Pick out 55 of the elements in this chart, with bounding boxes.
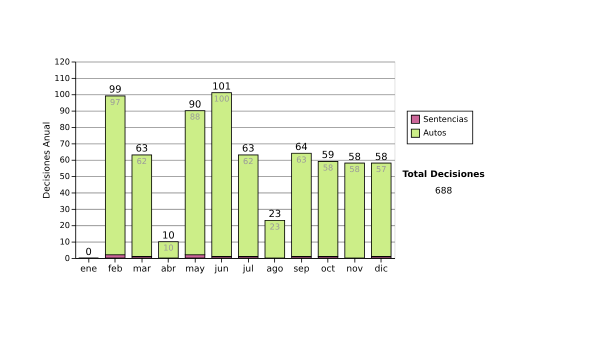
bar xyxy=(184,110,206,256)
total-label: 101 xyxy=(212,81,231,92)
total-label: 58 xyxy=(374,152,388,163)
total-label: 63 xyxy=(136,144,148,155)
y-tick-label: 90 xyxy=(60,106,70,116)
y-tick-label: 50 xyxy=(60,171,70,182)
x-tick-label: dic xyxy=(374,264,388,275)
y-tick-label: 20 xyxy=(60,220,70,230)
x-tick-label: oct xyxy=(321,264,336,275)
y-tick-label: 100 xyxy=(54,89,70,100)
x-tick-label: may xyxy=(185,264,206,275)
x-tick-label: ago xyxy=(266,264,284,275)
total-label: 10 xyxy=(162,230,175,242)
total-label: 64 xyxy=(295,142,308,153)
data-label: 62 xyxy=(243,156,254,166)
data-label: 58 xyxy=(322,162,334,172)
y-tick-label: 60 xyxy=(60,154,70,165)
total-label: 63 xyxy=(242,144,254,155)
y-tick-label: 40 xyxy=(60,187,70,198)
data-label: 63 xyxy=(296,154,307,164)
total-label: 23 xyxy=(268,209,282,220)
data-label: 88 xyxy=(190,112,200,122)
x-tick-label: jun xyxy=(214,264,229,275)
data-label: 58 xyxy=(349,164,360,174)
x-tick-label: jul xyxy=(242,264,254,275)
total-label: 59 xyxy=(322,150,334,162)
data-label: 57 xyxy=(376,164,386,174)
x-tick-label: abr xyxy=(160,264,176,275)
y-tick-label: 10 xyxy=(60,236,70,247)
x-tick-label: ene xyxy=(80,264,98,275)
text: 688 xyxy=(435,186,453,196)
bar xyxy=(104,96,126,256)
x-tick-label: mar xyxy=(132,264,152,275)
legend-label: Sentencias xyxy=(423,114,468,124)
total-label: 99 xyxy=(108,84,122,96)
data-label: 23 xyxy=(270,221,280,232)
y-tick-label: 110 xyxy=(54,72,70,83)
total-label: 90 xyxy=(188,99,202,110)
y-tick-label: 80 xyxy=(60,122,70,132)
x-tick-label: sep xyxy=(293,264,310,275)
total-label: 58 xyxy=(348,152,361,163)
legend-label: Autos xyxy=(423,128,446,138)
y-tick-label: 120 xyxy=(54,56,70,66)
total-label: 0 xyxy=(85,246,92,258)
text: Total Decisiones xyxy=(402,170,485,180)
y-tick-label: 0 xyxy=(64,252,70,263)
data-label: 97 xyxy=(110,96,120,107)
data-label: 62 xyxy=(136,156,148,166)
y-tick-label: 30 xyxy=(60,204,70,214)
data-label: 10 xyxy=(163,242,174,253)
x-tick-label: feb xyxy=(108,264,123,275)
y-axis-title: Decisiones Anual xyxy=(42,122,52,199)
y-tick-label: 70 xyxy=(60,138,70,148)
data-label: 100 xyxy=(214,94,230,104)
x-tick-label: nov xyxy=(346,264,364,275)
